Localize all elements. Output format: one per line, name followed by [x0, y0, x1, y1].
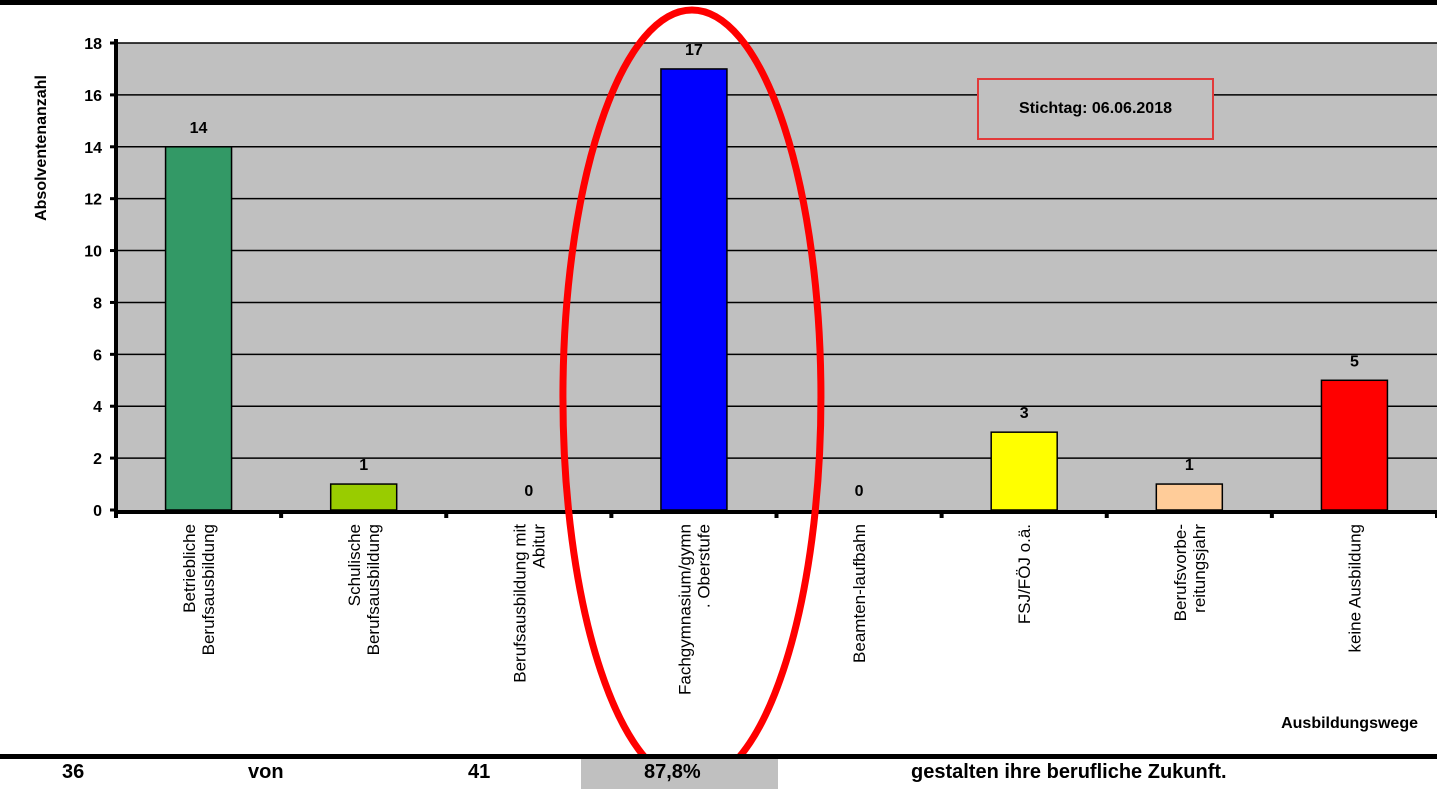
percent-cell [581, 759, 778, 789]
x-category-label: Fachgymnasium/gymn [675, 524, 694, 695]
y-tick-label: 14 [84, 140, 102, 157]
x-category-label: . Oberstufe [694, 524, 713, 608]
bar [660, 68, 728, 511]
y-tick-label: 16 [84, 88, 102, 105]
bar [329, 483, 398, 511]
data-label: 1 [359, 457, 368, 474]
x-category-label: FSJ/FÖJ o.ä. [1015, 524, 1034, 624]
y-tick-label: 10 [84, 244, 102, 261]
x-category-label: Abitur [529, 524, 548, 569]
y-tick-label: 4 [93, 399, 102, 416]
summary-percent: 87,8% [644, 761, 701, 783]
data-label: 0 [855, 483, 864, 500]
y-tick-label: 0 [93, 503, 102, 520]
x-axis-title: Ausbildungswege [1281, 715, 1418, 732]
plot-area [116, 43, 1437, 510]
x-category-label: keine Ausbildung [1345, 524, 1364, 653]
data-label: 0 [524, 483, 533, 500]
x-category-label: Berufsvorbe- [1171, 524, 1190, 621]
x-category-label: Berufsausbildung mit [510, 524, 529, 683]
bar [1155, 483, 1224, 511]
bar [1320, 379, 1389, 511]
top-border [0, 0, 1437, 5]
x-category-label: Berufsausbildung [199, 524, 218, 655]
summary-text: gestalten ihre berufliche Zukunft. [911, 761, 1227, 783]
summary-count: 36 [62, 761, 85, 783]
summary-total: 41 [468, 761, 491, 783]
x-category-label: Berufsausbildung [364, 524, 383, 655]
y-tick-label: 8 [93, 295, 102, 312]
data-label: 1 [1185, 457, 1194, 474]
y-tick-label: 6 [93, 347, 102, 364]
data-label: 14 [190, 120, 208, 137]
y-tick-label: 18 [84, 36, 102, 53]
y-tick-label: 12 [84, 192, 102, 209]
reference-date-text: Stichtag: 06.06.2018 [1019, 100, 1172, 117]
x-category-label: reitungsjahr [1190, 524, 1209, 613]
reference-date-box: Stichtag: 06.06.2018 [977, 78, 1214, 140]
x-category-label: Schulische [345, 524, 364, 606]
summary-word-of: von [248, 761, 284, 783]
y-tick-label: 2 [93, 451, 102, 468]
y-axis-title: Absolventenanzahl [33, 75, 50, 221]
data-label: 3 [1020, 405, 1029, 422]
x-category-label: Betriebliche [180, 524, 199, 613]
x-category-label: Beamten-laufbahn [850, 524, 869, 663]
bar [990, 431, 1058, 511]
data-label: 17 [685, 42, 703, 59]
bar [164, 146, 233, 511]
data-label: 5 [1350, 353, 1359, 370]
summary-row: 36 von 41 87,8% gestalten ihre beruflich… [0, 754, 1437, 789]
